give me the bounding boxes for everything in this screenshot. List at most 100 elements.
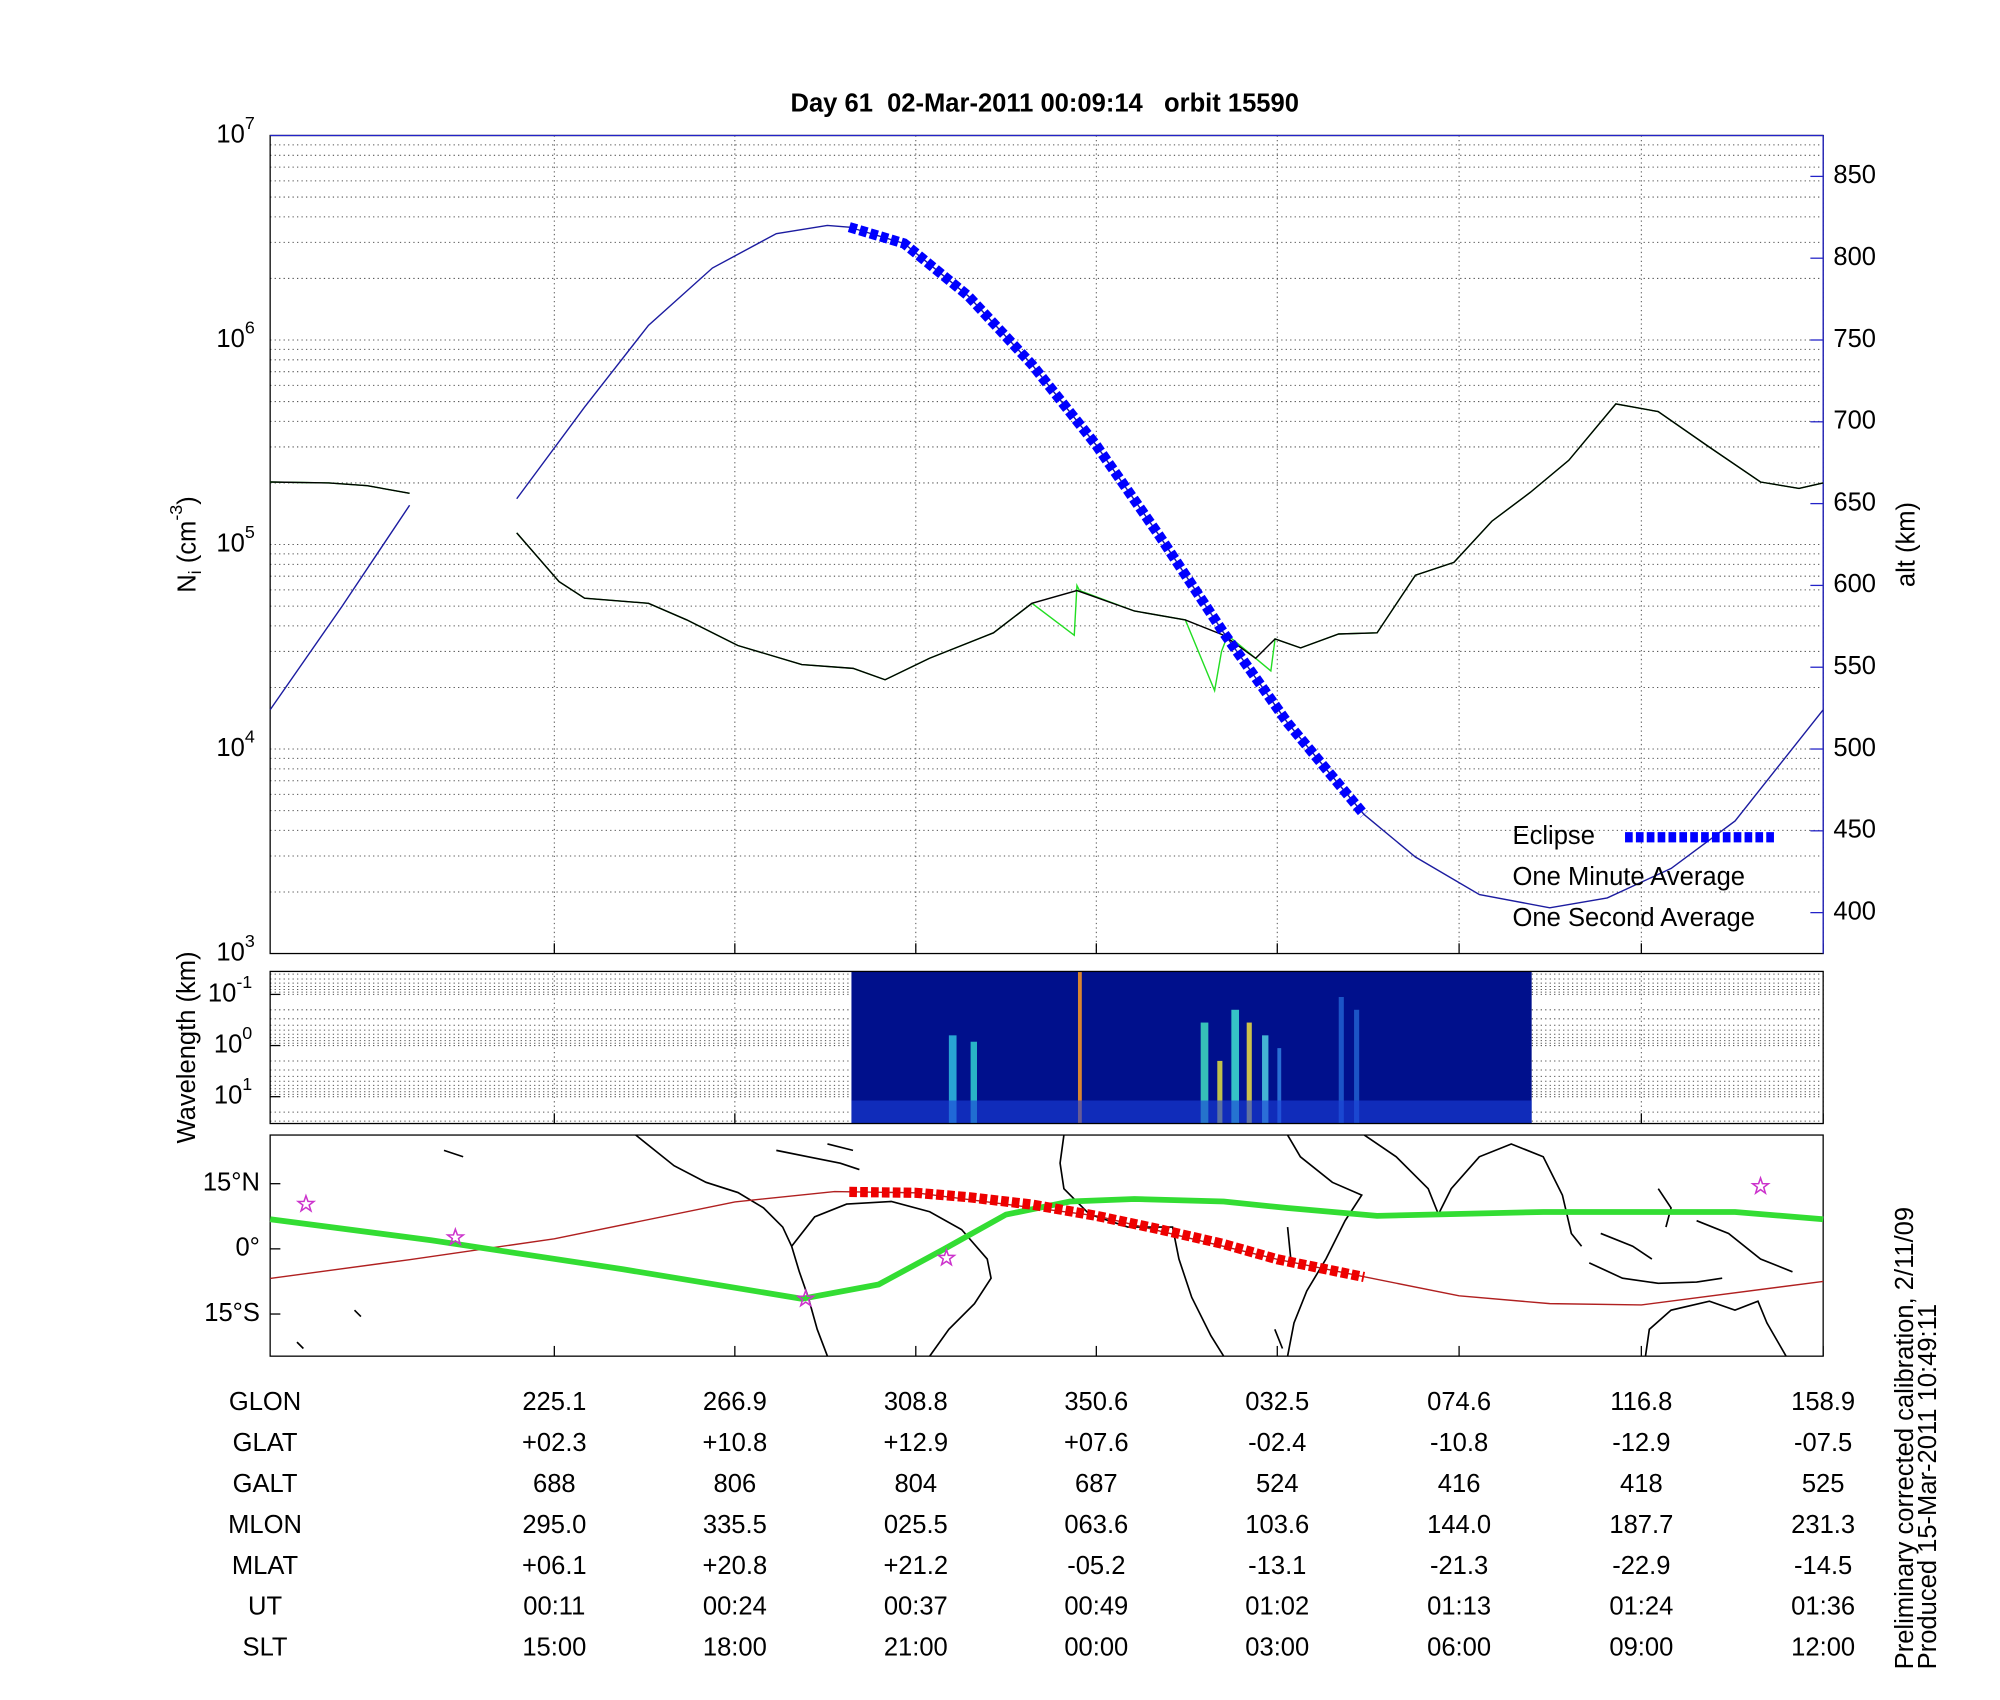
tick-exponent: 3 [245,931,255,951]
y-tick-label: 107 [216,113,254,149]
cell: 03:00 [1245,1634,1309,1662]
tick-base: 10 [208,979,236,1007]
spectrogram-streak [970,1041,977,1124]
cell: 032.5 [1245,1388,1309,1416]
cell: 00:49 [1064,1593,1128,1621]
y-tick-label: 106 [216,317,254,353]
y-tick-label: 400 [1833,897,1876,925]
cell: 350.6 [1064,1388,1128,1416]
coastlines [296,1135,1793,1357]
tick-exponent: 6 [245,317,255,337]
footer-note: Produced 15-Mar-2011 10:49:11 [1914,1304,1942,1669]
dip-equator [269,1196,1824,1302]
legend-label: One Second Average [1513,904,1755,932]
legend-label: One Minute Average [1513,863,1745,891]
row-label: MLAT [232,1552,299,1580]
cell: 688 [533,1470,576,1498]
tick-base: 10 [216,120,244,148]
spectrogram-streak [1262,1035,1269,1124]
cell: -07.5 [1794,1429,1852,1457]
spectrogram-streak [1077,971,1082,1124]
spectrogram-texture [851,971,1532,1124]
y-tick-label: 500 [1833,734,1876,762]
tick-base: 10 [216,529,244,557]
cell: 063.6 [1064,1511,1128,1539]
cell: 18:00 [703,1634,767,1662]
cell: +07.6 [1064,1429,1129,1457]
star-marker [795,1288,816,1308]
tick-exponent: -1 [236,972,252,992]
cell: -10.8 [1430,1429,1488,1457]
tick-base: 10 [214,1030,242,1058]
y-tick-label: 550 [1833,652,1876,680]
y-tick-label: 15°N [203,1168,260,1196]
cell: 00:37 [884,1593,948,1621]
y-label-part: N [173,574,201,592]
spectrogram-streak [1200,1022,1209,1124]
cell: 335.5 [703,1511,767,1539]
cell: 416 [1438,1470,1481,1498]
y-tick-label: 850 [1833,161,1876,189]
cell: 01:13 [1427,1593,1491,1621]
cell: 00:00 [1064,1634,1128,1662]
eclipse-track [849,1186,1366,1283]
row-label: GLON [229,1388,301,1416]
star-marker [445,1226,466,1247]
spectrogram-streak [1231,1009,1240,1124]
spectrogram-streak [1338,996,1344,1124]
line [270,403,1824,681]
y-tick-label: 600 [1833,570,1876,598]
y-tick-label: 103 [216,931,254,967]
cell: 01:36 [1791,1593,1855,1621]
tick-exponent: 4 [245,726,255,746]
cell: +21.2 [883,1552,948,1580]
y-axis-label: Wavelength (km) [173,951,201,1143]
cell: -13.1 [1248,1552,1306,1580]
cell: 144.0 [1427,1511,1491,1539]
cell: -21.3 [1430,1552,1488,1580]
cell: 01:24 [1609,1593,1673,1621]
tick-exponent: 1 [242,1074,252,1094]
tick-exponent: 7 [245,113,255,133]
footer-note: Preliminary corrected calibration, 2/11/… [1891,1207,1919,1669]
cell: +12.9 [883,1429,948,1457]
row-label: GLAT [233,1429,298,1457]
cell: +02.3 [522,1429,587,1457]
cell: 01:02 [1245,1593,1309,1621]
cell: -02.4 [1248,1429,1306,1457]
spectrogram-floor [851,1100,1532,1124]
cell: 00:11 [523,1593,585,1621]
legend-label: Eclipse [1513,822,1595,850]
cell: 187.7 [1609,1511,1673,1539]
y-tick-label: 650 [1833,488,1876,516]
tick-exponent: 5 [245,522,255,542]
cell: 06:00 [1427,1634,1491,1662]
row-label: MLON [228,1511,302,1539]
star-marker [936,1247,957,1267]
cell: -12.9 [1612,1429,1670,1457]
spectrogram-streak [1217,1060,1223,1124]
y-tick-label: 105 [216,522,254,558]
star-marker [1750,1175,1771,1195]
tick-exponent: 0 [242,1023,252,1043]
tick-base: 10 [216,938,244,966]
y-tick-label: 0° [235,1234,259,1262]
cell: 525 [1802,1470,1845,1498]
eclipse-line [847,222,1368,818]
tick-base: 10 [216,325,244,353]
cell: 103.6 [1245,1511,1309,1539]
cell: +10.8 [703,1429,768,1457]
cell: 266.9 [703,1388,767,1416]
y-tick-label: 104 [216,726,254,762]
cell: 418 [1620,1470,1663,1498]
cell: 295.0 [522,1511,586,1539]
spectrogram-streak [948,1035,957,1124]
plot-frame [269,970,1824,1125]
cell: 524 [1256,1470,1299,1498]
chart-title: Day 61 02-Mar-2011 00:09:14 orbit 15590 [791,90,1299,118]
y-label-part: -3 [166,505,186,521]
y-axis-label: Ni (cm-3) [166,496,205,593]
y-label-part: i [185,570,205,574]
spectrogram-streak [1354,1009,1360,1124]
